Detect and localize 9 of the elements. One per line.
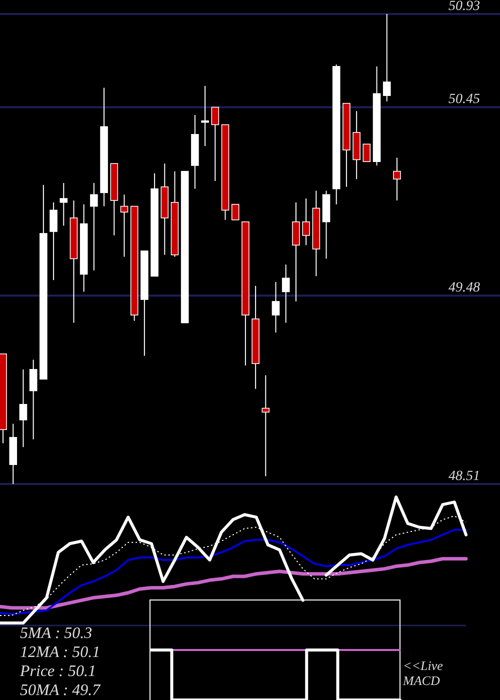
text: 12MA : 50.1: [20, 644, 100, 661]
annotation: <<Live MACD: [402, 658, 444, 688]
text: 50MA : 49.7: [20, 682, 102, 699]
y-tick-label: 49.48: [448, 280, 480, 296]
y-tick-label: 50.45: [448, 92, 480, 108]
text: Price : 50.1: [19, 663, 96, 680]
text: 5MA : 50.3: [20, 625, 92, 642]
y-tick-label: 48.51: [448, 469, 480, 484]
y-tick-label: 50.93: [448, 0, 480, 14]
